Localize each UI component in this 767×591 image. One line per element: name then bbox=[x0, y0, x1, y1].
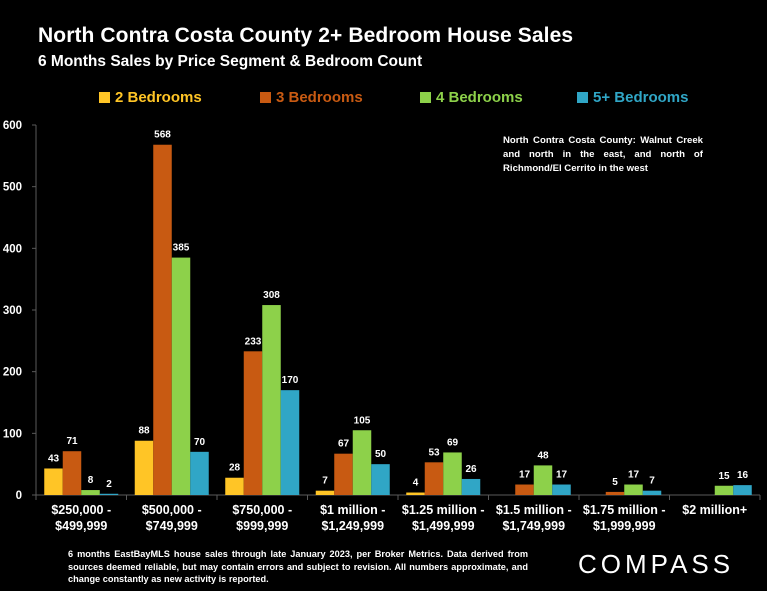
legend-item-3-bedrooms: 3 Bedrooms bbox=[260, 88, 363, 106]
legend-item-4-bedrooms: 4 Bedrooms bbox=[420, 88, 523, 106]
legend-label-4-bedrooms: 4 Bedrooms bbox=[436, 88, 523, 106]
bar-2-bedrooms-0 bbox=[44, 468, 63, 495]
y-tick-label: 0 bbox=[16, 490, 22, 502]
data-label: 43 bbox=[48, 453, 60, 464]
x-tick-label: $1,499,999 bbox=[412, 519, 475, 533]
chart-note: North Contra Costa County: Walnut Creek … bbox=[503, 135, 703, 174]
x-tick-label: $499,999 bbox=[55, 519, 107, 533]
chart-subtitle: 6 Months Sales by Price Segment & Bedroo… bbox=[38, 53, 423, 70]
y-tick-label: 400 bbox=[3, 243, 22, 255]
data-label: 26 bbox=[465, 464, 477, 475]
data-label: 2 bbox=[106, 479, 112, 490]
data-label: 67 bbox=[338, 439, 350, 450]
bar-2-bedrooms-2 bbox=[225, 477, 244, 495]
bar-2-bedrooms-1 bbox=[134, 440, 154, 495]
bar-4-bedrooms-4 bbox=[443, 452, 462, 495]
x-tick-label: $750,000 - bbox=[232, 503, 292, 517]
y-tick-label: 300 bbox=[3, 305, 22, 317]
bar-3-bedrooms-4 bbox=[424, 462, 444, 495]
legend: 2 Bedrooms 3 Bedrooms 4 Bedrooms 5+ Bedr… bbox=[0, 88, 767, 108]
legend-label-2-bedrooms: 2 Bedrooms bbox=[115, 88, 202, 106]
x-tick-label: $1.5 million - bbox=[496, 503, 572, 517]
bar-5-bedrooms-2 bbox=[280, 390, 300, 495]
bar-4-bedrooms-6 bbox=[624, 484, 643, 495]
data-label: 15 bbox=[718, 471, 730, 482]
bar-4-bedrooms-0 bbox=[81, 490, 100, 495]
y-tick-label: 100 bbox=[3, 428, 22, 440]
bar-3-bedrooms-6 bbox=[605, 491, 625, 495]
bar-5-bedrooms-5 bbox=[552, 484, 571, 495]
data-label: 17 bbox=[556, 470, 568, 481]
y-tick-label: 200 bbox=[3, 367, 22, 379]
data-label: 70 bbox=[194, 437, 206, 448]
bar-3-bedrooms-2 bbox=[243, 351, 263, 495]
legend-item-2-bedrooms: 2 Bedrooms bbox=[99, 88, 202, 106]
data-label: 50 bbox=[375, 449, 387, 460]
bar-4-bedrooms-3 bbox=[352, 430, 372, 495]
x-tick-label: $999,999 bbox=[236, 519, 288, 533]
y-tick-label: 600 bbox=[3, 120, 22, 132]
x-tick-label: $500,000 - bbox=[142, 503, 202, 517]
data-label: 385 bbox=[173, 243, 190, 254]
legend-label-5-bedrooms: 5+ Bedrooms bbox=[593, 88, 689, 106]
data-label: 28 bbox=[229, 463, 241, 474]
data-label: 71 bbox=[66, 436, 78, 447]
bar-5-bedrooms-1 bbox=[190, 451, 209, 495]
x-tick-label: $749,999 bbox=[146, 519, 198, 533]
bar-4-bedrooms-2 bbox=[262, 305, 281, 495]
x-tick-label: $250,000 - bbox=[51, 503, 111, 517]
data-label: 17 bbox=[519, 470, 531, 481]
x-tick-label: $1,999,999 bbox=[593, 519, 656, 533]
y-tick-label: 500 bbox=[3, 182, 22, 194]
bar-5-bedrooms-7 bbox=[733, 485, 752, 495]
legend-item-5-bedrooms: 5+ Bedrooms bbox=[577, 88, 688, 106]
bar-2-bedrooms-4 bbox=[406, 492, 425, 495]
data-label: 7 bbox=[322, 476, 328, 487]
compass-logo: COMPASS bbox=[578, 549, 735, 579]
data-label: 17 bbox=[628, 470, 640, 481]
bar-2-bedrooms-3 bbox=[315, 490, 335, 495]
bar-3-bedrooms-5 bbox=[515, 484, 534, 495]
bar-4-bedrooms-7 bbox=[714, 485, 734, 495]
legend-swatch-4-bedrooms bbox=[420, 91, 431, 103]
data-label: 69 bbox=[447, 437, 459, 448]
x-tick-label: $1,749,999 bbox=[502, 519, 565, 533]
data-label: 8 bbox=[88, 475, 94, 486]
bar-5-bedrooms-0 bbox=[99, 493, 119, 495]
data-label: 105 bbox=[354, 415, 371, 426]
bar-3-bedrooms-0 bbox=[62, 451, 82, 495]
bar-4-bedrooms-1 bbox=[171, 257, 191, 495]
x-tick-label: $1.25 million - bbox=[402, 503, 485, 517]
source-footnote: 6 months EastBayMLS house sales through … bbox=[68, 549, 528, 584]
legend-swatch-5-bedrooms bbox=[577, 91, 588, 103]
data-label: 53 bbox=[428, 447, 440, 458]
legend-swatch-3-bedrooms bbox=[260, 91, 271, 103]
bar-4-bedrooms-5 bbox=[533, 465, 553, 495]
x-tick-label: $2 million+ bbox=[682, 503, 747, 517]
chart-title: North Contra Costa County 2+ Bedroom Hou… bbox=[38, 24, 574, 47]
data-label: 48 bbox=[537, 450, 549, 461]
bar-3-bedrooms-3 bbox=[334, 453, 353, 495]
data-label: 16 bbox=[737, 470, 749, 481]
data-label: 308 bbox=[263, 290, 280, 301]
x-tick-label: $1.75 million - bbox=[583, 503, 666, 517]
data-label: 5 bbox=[612, 477, 618, 488]
data-label: 568 bbox=[154, 130, 171, 141]
bar-5-bedrooms-4 bbox=[461, 478, 481, 495]
bar-3-bedrooms-1 bbox=[153, 144, 172, 495]
x-tick-label: $1 million - bbox=[320, 503, 385, 517]
data-label: 7 bbox=[649, 476, 655, 487]
data-label: 4 bbox=[413, 478, 419, 489]
data-label: 88 bbox=[138, 426, 150, 437]
data-label: 170 bbox=[282, 375, 299, 386]
bar-5-bedrooms-3 bbox=[371, 464, 390, 495]
legend-swatch-2-bedrooms bbox=[99, 91, 110, 103]
x-tick-label: $1,249,999 bbox=[321, 519, 384, 533]
legend-label-3-bedrooms: 3 Bedrooms bbox=[276, 88, 363, 106]
data-label: 233 bbox=[245, 336, 262, 347]
bar-5-bedrooms-6 bbox=[642, 490, 662, 495]
